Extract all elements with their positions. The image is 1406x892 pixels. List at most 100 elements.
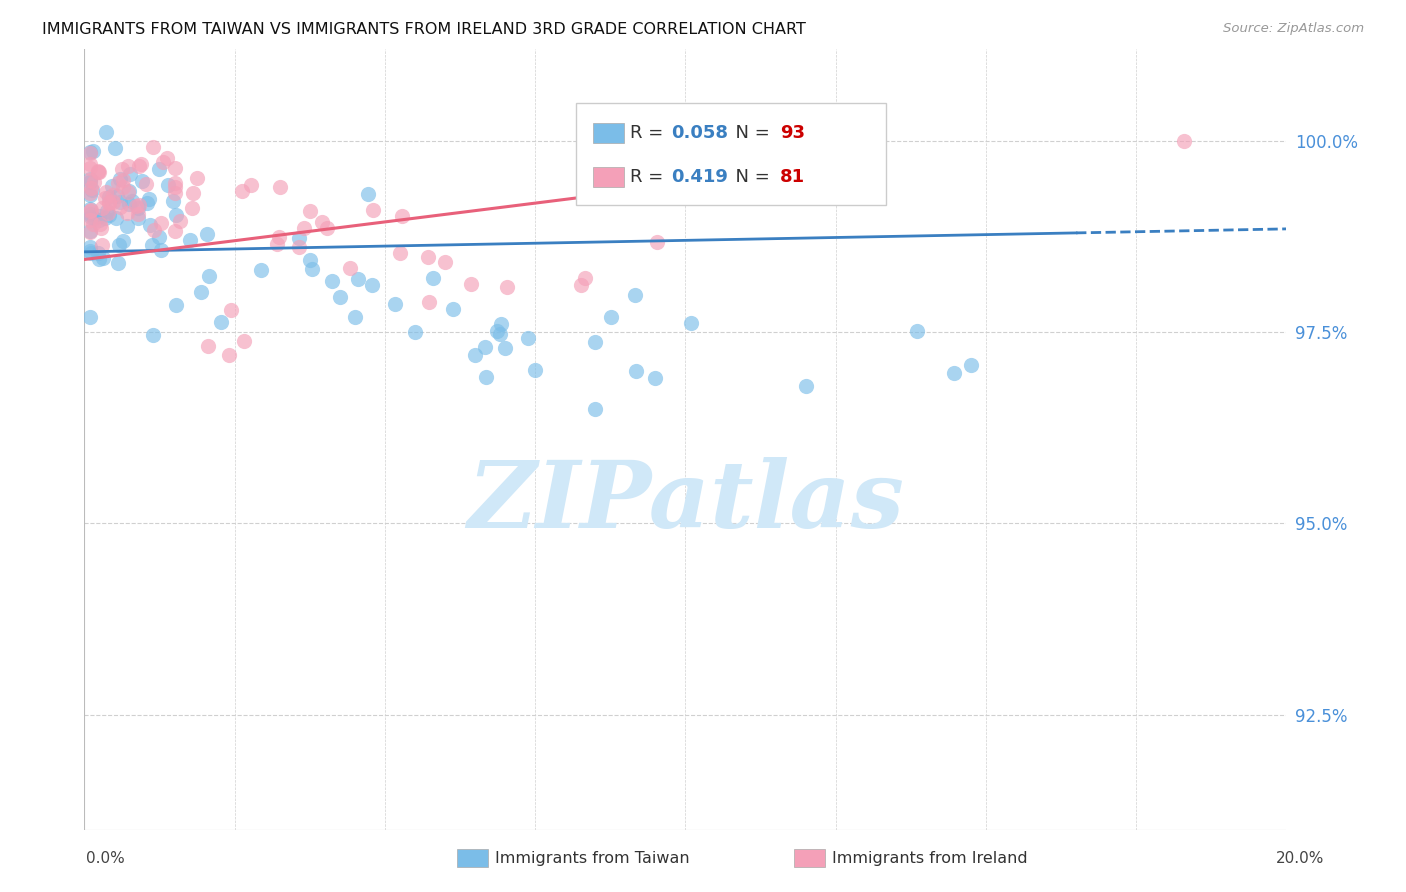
Point [292, 221, 315, 235]
Point [128, 198, 150, 212]
Point [190, 285, 212, 299]
Text: 0.058: 0.058 [671, 124, 728, 142]
Point [169, 214, 191, 228]
Point [97, 206, 120, 220]
Point [135, 177, 157, 191]
Point [361, 277, 384, 292]
Text: Immigrants from Ireland: Immigrants from Ireland [832, 851, 1028, 865]
Point [97, 196, 120, 211]
Point [180, 202, 202, 216]
Point [474, 370, 496, 384]
Point [115, 206, 138, 220]
Point [136, 196, 159, 211]
Text: IMMIGRANTS FROM TAIWAN VS IMMIGRANTS FROM IRELAND 3RD GRADE CORRELATION CHART: IMMIGRANTS FROM TAIWAN VS IMMIGRANTS FRO… [42, 22, 806, 37]
Text: 93: 93 [780, 124, 806, 142]
Point [148, 229, 170, 244]
Point [389, 245, 412, 260]
Point [233, 334, 256, 348]
Point [311, 215, 333, 229]
Point [219, 303, 242, 318]
Point [197, 339, 219, 353]
Point [79, 188, 101, 202]
Point [79, 213, 101, 227]
Point [89, 165, 111, 179]
Point [517, 330, 540, 344]
Point [474, 340, 496, 354]
Point [496, 280, 519, 294]
Point [91, 252, 114, 266]
Point [96, 186, 118, 200]
Point [149, 243, 172, 257]
Point [266, 236, 288, 251]
Point [645, 235, 668, 250]
Point [148, 161, 170, 176]
Point [108, 238, 131, 252]
Point [422, 271, 444, 285]
Point [163, 179, 186, 194]
Point [162, 194, 184, 209]
Point [79, 203, 101, 218]
Point [79, 310, 101, 324]
Point [105, 211, 128, 226]
Point [115, 219, 138, 233]
Point [79, 175, 101, 189]
Point [583, 401, 606, 416]
Point [80, 182, 103, 196]
Point [157, 178, 180, 192]
Point [679, 316, 702, 330]
Point [101, 188, 124, 202]
Point [391, 209, 413, 223]
Text: N =: N = [724, 124, 776, 142]
Point [384, 297, 406, 311]
Point [101, 195, 124, 210]
Point [433, 255, 456, 269]
Point [83, 211, 105, 225]
Point [87, 164, 110, 178]
Point [139, 218, 162, 232]
Point [600, 310, 623, 324]
Point [166, 208, 188, 222]
Point [111, 235, 134, 249]
Point [301, 261, 323, 276]
Point [942, 366, 965, 380]
Point [127, 211, 149, 225]
Point [104, 141, 127, 155]
Point [110, 194, 132, 209]
Point [416, 251, 439, 265]
Point [111, 162, 134, 177]
Point [128, 159, 150, 173]
Point [94, 191, 117, 205]
Point [163, 161, 186, 176]
Point [267, 230, 290, 244]
Point [87, 245, 110, 260]
Point [112, 172, 135, 186]
Point [198, 269, 221, 284]
Point [152, 155, 174, 169]
Point [79, 173, 101, 187]
Point [905, 324, 928, 338]
Point [131, 174, 153, 188]
Point [361, 203, 384, 218]
Point [87, 164, 110, 178]
Point [80, 210, 103, 224]
Point [494, 341, 516, 355]
Point [124, 199, 146, 213]
Point [89, 213, 111, 227]
Point [79, 244, 101, 259]
Point [165, 298, 187, 312]
Point [87, 252, 110, 267]
Point [209, 316, 232, 330]
Point [127, 207, 149, 221]
Text: R =: R = [630, 124, 669, 142]
Point [108, 172, 131, 186]
Point [82, 217, 104, 231]
Point [155, 151, 177, 165]
Point [118, 184, 141, 198]
Point [117, 185, 139, 199]
Text: 0.0%: 0.0% [86, 851, 125, 865]
Text: 0.419: 0.419 [671, 169, 727, 186]
Point [79, 207, 101, 221]
Point [117, 159, 139, 173]
Text: 20.0%: 20.0% [1277, 851, 1324, 865]
Point [141, 238, 163, 252]
